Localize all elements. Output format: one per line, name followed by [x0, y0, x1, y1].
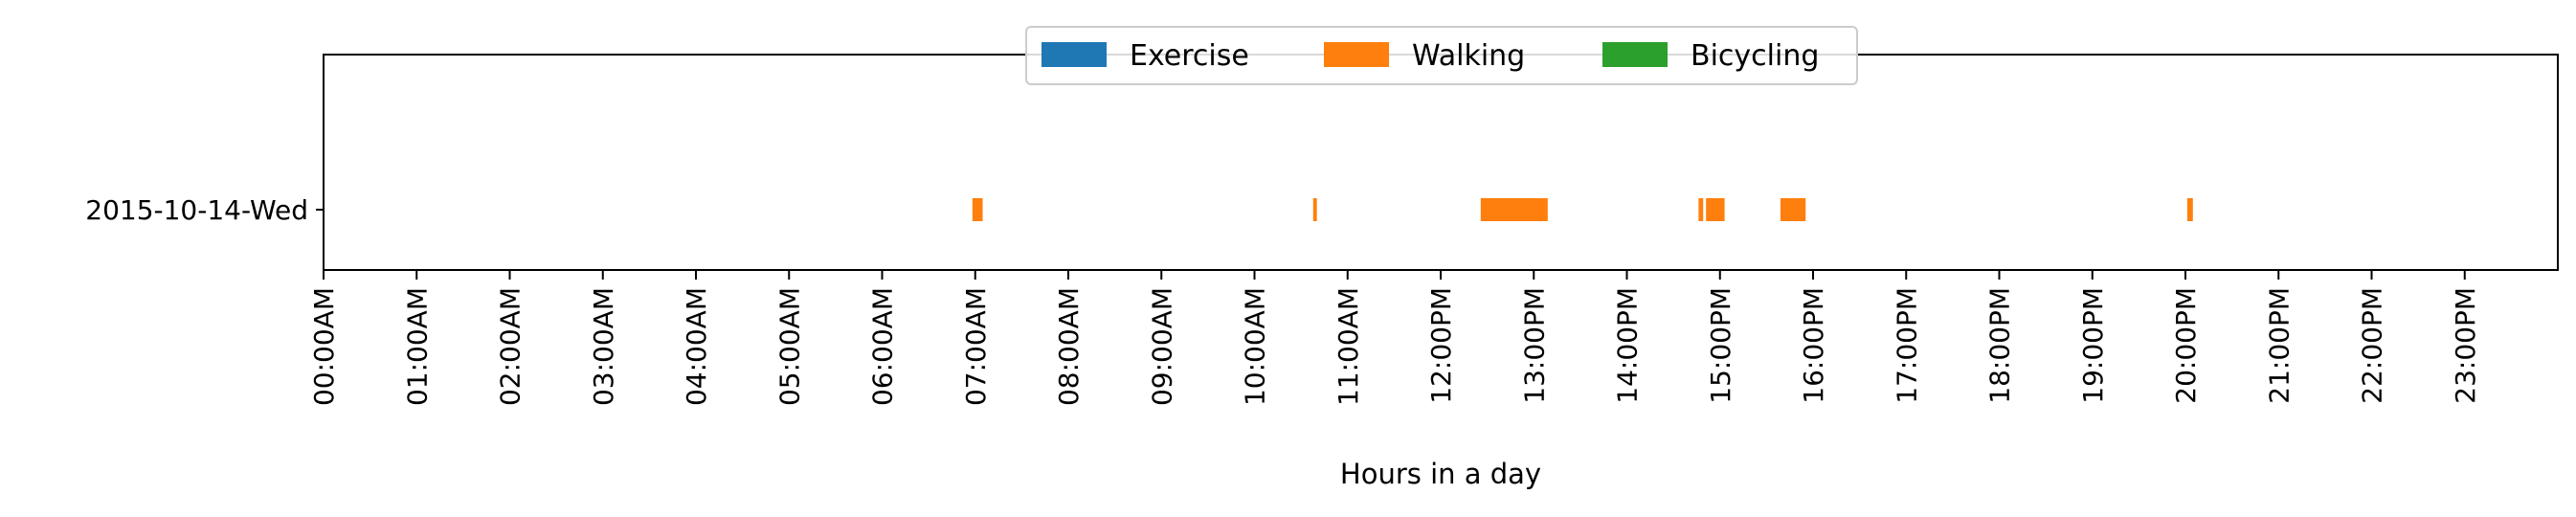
- x-tick-label: 09:00AM: [1146, 287, 1177, 406]
- bars-layer: [972, 198, 2193, 221]
- bar-walking: [1780, 198, 1806, 221]
- legend-swatch-walking: [1324, 42, 1389, 67]
- legend-label-exercise: Exercise: [1130, 39, 1249, 73]
- legend-swatch-bicycling: [1602, 42, 1668, 67]
- x-tick-label: 11:00AM: [1333, 287, 1364, 406]
- x-tick-label: 21:00PM: [2263, 287, 2295, 404]
- x-tick-label: 10:00AM: [1240, 287, 1271, 406]
- x-tick-label: 19:00PM: [2077, 287, 2109, 404]
- bar-walking: [1698, 198, 1704, 221]
- x-tick-label: 08:00AM: [1053, 287, 1085, 406]
- legend-swatch-exercise: [1042, 42, 1107, 67]
- x-tick-label: 04:00AM: [681, 287, 712, 406]
- x-tick-label: 01:00AM: [401, 287, 433, 406]
- x-tick-label: 07:00AM: [960, 287, 992, 406]
- x-tick-label: 12:00PM: [1425, 287, 1457, 404]
- x-tick-label: 22:00PM: [2357, 287, 2388, 404]
- legend-label-bicycling: Bicycling: [1691, 39, 1819, 73]
- x-tick-label: 17:00PM: [1891, 287, 1922, 404]
- x-tick-label: 23:00PM: [2450, 287, 2481, 404]
- x-tick-label: 15:00PM: [1705, 287, 1736, 404]
- x-axis-label: Hours in a day: [1340, 458, 1541, 490]
- legend: Exercise Walking Bicycling: [1025, 26, 1858, 85]
- x-tick-label: 02:00AM: [495, 287, 526, 406]
- x-tick-label: 00:00AM: [308, 287, 340, 406]
- y-tick-label: 2015-10-14-Wed: [85, 194, 308, 226]
- x-tick-label: 18:00PM: [1984, 287, 2016, 404]
- x-tick-label: 03:00AM: [588, 287, 619, 406]
- x-tick-label: 13:00PM: [1518, 287, 1550, 404]
- x-tick-label: 06:00AM: [867, 287, 899, 406]
- legend-label-walking: Walking: [1412, 39, 1525, 73]
- bar-walking: [2186, 198, 2193, 221]
- x-tick-label: 14:00PM: [1612, 287, 1644, 404]
- legend-box: [1025, 26, 1858, 85]
- y-axis: 2015-10-14-Wed: [85, 194, 324, 226]
- plot-frame: [323, 54, 2559, 271]
- x-axis: 00:00AM 01:00AM 02:00AM 03:00AM 04:00AM 05:00…: [308, 270, 2481, 406]
- x-tick-label: 05:00AM: [773, 287, 805, 406]
- x-tick-label: 20:00PM: [2170, 287, 2202, 404]
- bar-walking: [1706, 198, 1725, 221]
- x-tick-label: 16:00PM: [1798, 287, 1829, 404]
- bar-walking: [1312, 198, 1317, 221]
- bar-walking: [972, 198, 983, 221]
- bar-walking: [1480, 198, 1548, 221]
